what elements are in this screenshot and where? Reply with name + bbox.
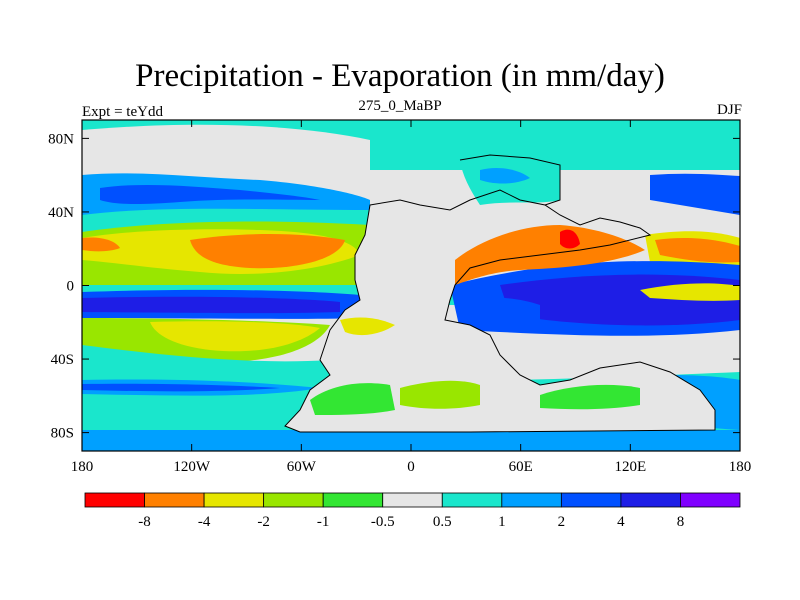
colorbar-label: -4 [198,514,211,530]
colorbar-box [263,492,324,508]
y-tick-label: 0 [67,279,75,295]
south-pangaea-green [310,383,395,415]
colorbar-label: -1 [317,514,330,530]
colorbar-box [680,492,741,508]
x-tick-label: 60E [509,459,533,475]
north-coast-outline [459,154,561,206]
subtrop-north-orange [190,234,345,269]
colorbar-label: -0.5 [371,514,395,530]
subtrop-north-orange-west [82,237,120,252]
colorbar-box [501,492,562,508]
storm-track-east [650,173,740,215]
colorbar-box [620,492,681,508]
colorbar-box [322,492,384,508]
subtrop-ne-orange [655,237,740,263]
east-coast-blue [470,297,540,333]
axis-ticks: 180 120W 60W 0 60E 120E 180 80N 40N 0 40S 80S [48,120,751,475]
colorbar-box [441,492,503,508]
south-east-pangaea-green [540,384,640,410]
south-pangaea-lightgreen [400,380,480,409]
season-label: DJF [716,102,742,118]
y-tick-label: 40N [48,205,74,221]
itcz-core [82,296,340,314]
colorbar-label: 2 [558,514,566,530]
x-tick-label: 0 [407,459,415,475]
y-tick-label: 80S [51,426,74,442]
colorbar-box [560,492,622,508]
x-tick-label: 120E [614,459,646,475]
north-pangaea-blue [480,167,530,184]
east-equatorial-yellow [640,283,740,301]
south-polar-band [82,430,740,451]
pangaea-interior [285,190,715,432]
field-layer [82,120,740,451]
colorbar-box [144,492,205,508]
north-dry-patch [82,124,370,170]
colorbar-label: 0.5 [433,514,452,530]
sw-pangaea-yellow [340,317,395,336]
colorbar-label: 8 [677,514,685,530]
time-label: 275_0_MaBP [358,98,442,114]
colorbar-label: -2 [257,514,270,530]
colorbar-label: 1 [498,514,506,530]
storm-track-core-north [100,184,320,205]
tethys-margin-orange [455,225,645,285]
subtrop-south-yellow [150,321,320,352]
y-tick-label: 80N [48,131,74,147]
x-tick-label: 180 [71,459,94,475]
colorbar-box [203,492,265,508]
colorbar-box [382,492,443,508]
x-tick-label: 120W [173,459,211,475]
x-tick-label: 60W [287,459,317,475]
colorbar: -8 -4 -2 -1 -0.5 0.5 1 2 4 8 [84,492,741,530]
colorbar-label: -8 [138,514,151,530]
storm-track-south-core [82,383,280,392]
y-tick-label: 40S [51,352,74,368]
continent-outline [284,189,716,433]
colorbar-box [84,492,145,508]
colorbar-label: 4 [617,514,625,530]
experiment-label: Expt = teYdd [82,104,163,120]
dry-core-red [560,229,580,249]
x-tick-label: 180 [729,459,752,475]
chart-title: Precipitation - Evaporation (in mm/day) [135,58,665,94]
